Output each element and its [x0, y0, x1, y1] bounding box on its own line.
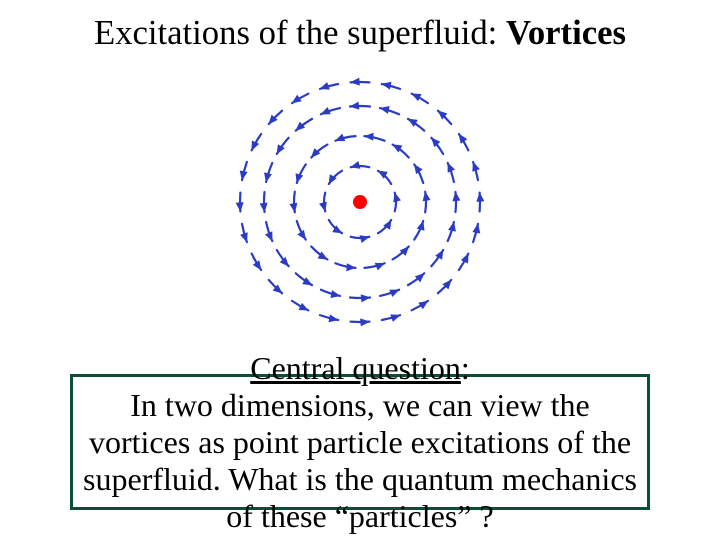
question-heading-suffix: : — [461, 350, 470, 386]
title-prefix: Excitations of the superfluid: — [94, 14, 506, 52]
vortex-diagram-wrap — [0, 72, 720, 337]
central-question-box: Central question: In two dimensions, we … — [70, 374, 650, 510]
slide: Excitations of the superfluid: Vortices … — [0, 0, 720, 540]
question-heading: Central question — [250, 350, 461, 386]
vortex-diagram — [230, 72, 490, 332]
slide-title: Excitations of the superfluid: Vortices — [0, 14, 720, 53]
title-bold: Vortices — [506, 14, 626, 52]
question-body: In two dimensions, we can view the vorti… — [83, 387, 637, 535]
question-heading-line: Central question: — [83, 350, 637, 387]
